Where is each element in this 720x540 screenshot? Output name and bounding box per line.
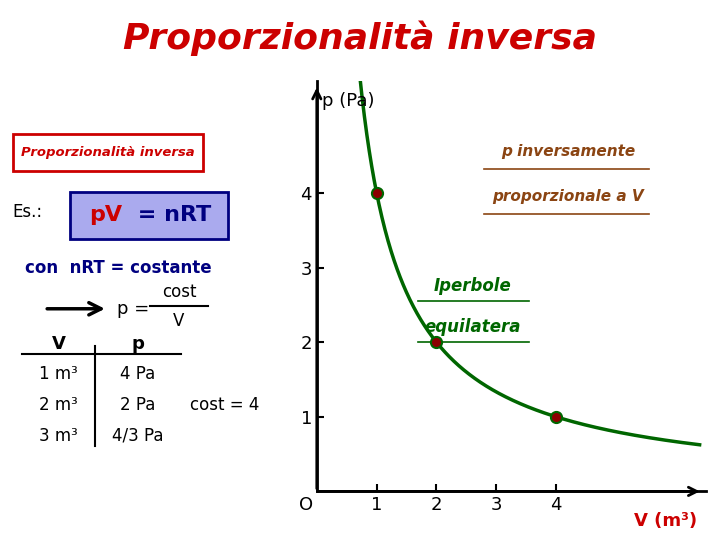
Text: proporzionale a V: proporzionale a V [492,189,644,204]
Text: 4/3 Pa: 4/3 Pa [112,427,163,445]
Text: cost: cost [162,284,197,301]
Text: V (m³): V (m³) [634,512,697,530]
Bar [13,134,203,171]
Text: p =: p = [117,300,150,318]
Text: V: V [52,335,66,353]
Text: Proporzionalità inversa: Proporzionalità inversa [123,20,597,56]
Text: con  nRT = costante: con nRT = costante [25,259,212,276]
Text: 2 m³: 2 m³ [39,396,78,414]
Text: Proporzionalità inversa: Proporzionalità inversa [21,146,194,159]
Text: Es.:: Es.: [13,204,42,221]
Bar [70,192,228,239]
Text: 4 Pa: 4 Pa [120,366,156,383]
Text: = nRT: = nRT [130,205,211,225]
Text: p (Pa): p (Pa) [322,92,374,110]
Text: Iperbole: Iperbole [433,277,511,295]
Text: 3 m³: 3 m³ [39,427,78,445]
Text: pV: pV [89,205,122,225]
Text: cost = 4: cost = 4 [190,396,259,414]
Text: equilatera: equilatera [424,318,521,336]
Text: p: p [131,335,144,353]
Text: 2 Pa: 2 Pa [120,396,156,414]
Text: O: O [299,496,313,514]
Text: p inversamente: p inversamente [501,144,635,159]
Text: V: V [174,312,184,330]
Text: 1 m³: 1 m³ [39,366,78,383]
